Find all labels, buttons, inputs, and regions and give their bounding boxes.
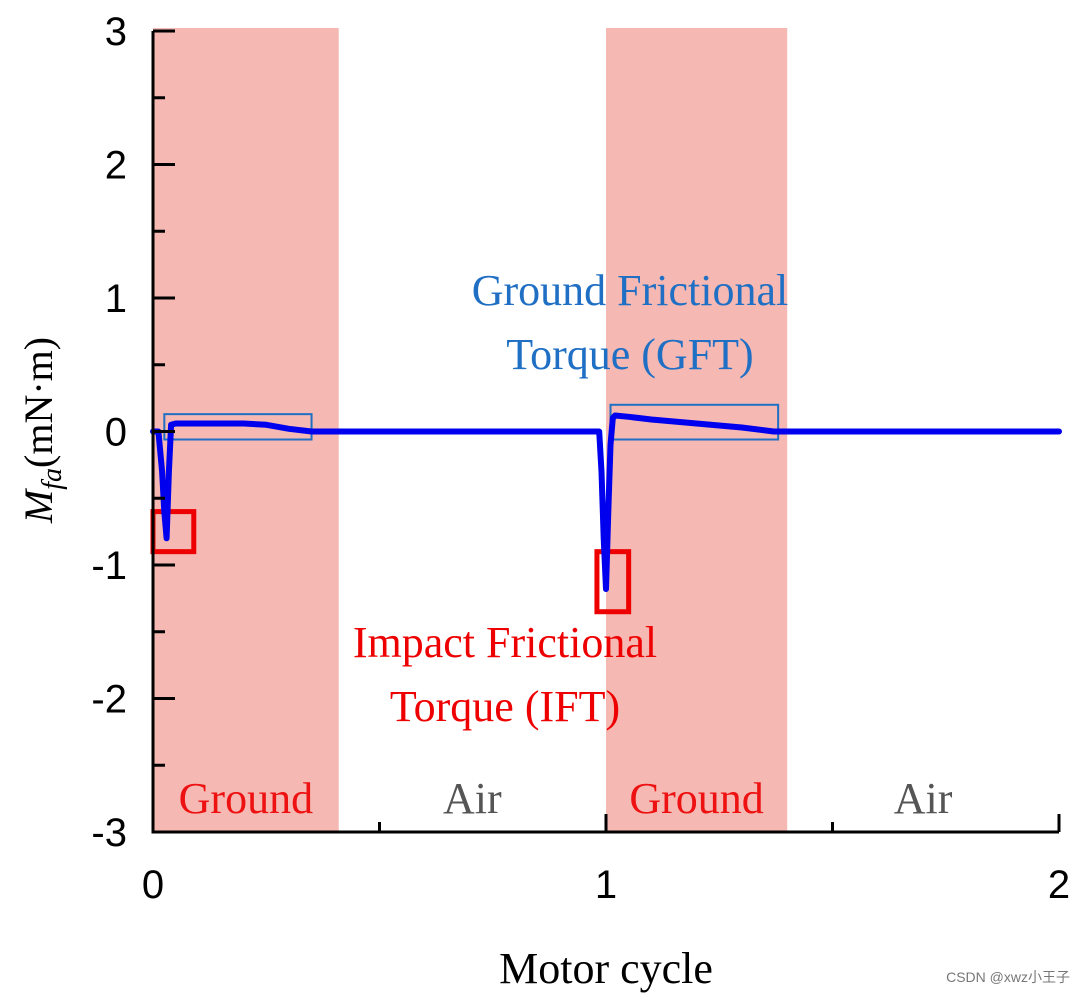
phase-labels: Ground Air Ground Air: [179, 774, 953, 823]
y-tick-label: -1: [91, 544, 127, 588]
phase-label-air: Air: [894, 774, 953, 823]
ift-note-line-1: Impact Frictional: [353, 618, 657, 667]
series-line-mfa: [150, 412, 1062, 592]
series-layer: [150, 412, 1062, 592]
watermark: CSDN @xwz小王子: [946, 969, 1070, 985]
x-tick-label: 0: [142, 863, 164, 907]
y-tick-label: -2: [91, 678, 127, 722]
gft-highlight-box: [163, 413, 313, 441]
phase-label-ground: Ground: [179, 774, 313, 823]
tick-labels: -3 -2 -1 0 1 2 3 0 1 2: [91, 10, 1070, 907]
y-axis-symbol: M: [16, 487, 61, 524]
y-axis-subscript: fa: [37, 468, 68, 490]
x-axis-title: Motor cycle: [499, 944, 713, 993]
y-axis-title: Mfa(mN·m): [16, 337, 68, 524]
y-tick-label: 1: [105, 277, 127, 321]
y-tick-label: 3: [105, 10, 127, 54]
gft-note-line-1: Ground Frictional: [472, 266, 789, 315]
x-tick-label: 2: [1048, 863, 1070, 907]
x-tick-label: 1: [595, 863, 617, 907]
ift-note-line-2: Torque (IFT): [390, 682, 620, 731]
ift-highlight-box: [594, 549, 632, 615]
phase-label-air: Air: [443, 774, 502, 823]
phase-label-ground: Ground: [629, 774, 763, 823]
gft-note-line-2: Torque (GFT): [506, 330, 753, 379]
axes: [151, 29, 1061, 834]
y-tick-label: -3: [91, 811, 127, 855]
y-axis-unit: (mN·m): [16, 337, 61, 468]
y-tick-label: 2: [105, 144, 127, 188]
y-tick-label: 0: [105, 411, 127, 455]
